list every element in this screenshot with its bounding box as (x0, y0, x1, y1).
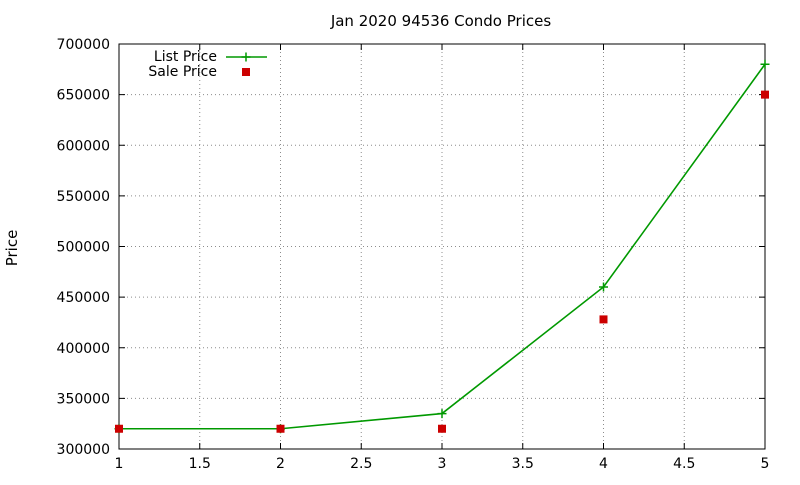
y-tick-label: 350000 (57, 391, 110, 407)
x-tick-label: 2 (276, 456, 285, 472)
legend-marker-sale-price (242, 68, 250, 76)
y-tick-label: 650000 (57, 88, 110, 104)
y-tick-label: 500000 (57, 240, 110, 256)
legend-label-list-price: List Price (154, 49, 217, 65)
x-tick-label: 3.5 (512, 456, 534, 472)
y-tick-label: 400000 (57, 341, 110, 357)
legend-label-sale-price: Sale Price (148, 64, 217, 80)
x-tick-label: 3 (438, 456, 447, 472)
data-point-list-price (760, 59, 770, 69)
legend-sample-sale-price (242, 68, 250, 76)
chart-title: Jan 2020 94536 Condo Prices (330, 12, 552, 30)
tick-labels: 1 1.5 2 2.5 3 3.5 4 4.5 5 300000 350000 400000 45000… (57, 37, 770, 472)
x-tick-label: 1.5 (189, 456, 211, 472)
data-point-sale-price (115, 424, 123, 433)
legend-marker-list-price (241, 52, 251, 62)
legend-sample-list-price (226, 52, 267, 62)
data-point-sale-price (438, 424, 446, 433)
series (114, 59, 770, 434)
data-point-list-price (437, 409, 447, 419)
grid (119, 44, 765, 449)
y-axis-label: Price (3, 230, 21, 267)
data-point-list-price (599, 282, 608, 292)
x-tick-label: 4.5 (673, 456, 695, 472)
y-tick-label: 600000 (57, 138, 110, 154)
data-point-sale-price (599, 315, 608, 324)
data-point-sale-price (761, 90, 769, 99)
y-tick-label: 700000 (57, 37, 110, 53)
x-tick-label: 2.5 (350, 456, 372, 472)
x-tick-label: 4 (599, 456, 608, 472)
y-tick-label: 550000 (57, 189, 110, 205)
y-tick-label: 450000 (57, 290, 110, 306)
x-tick-label: 1 (115, 456, 124, 472)
series-sale-price (115, 90, 769, 433)
y-tick-label: 300000 (57, 442, 110, 458)
plot-border (118, 43, 766, 450)
x-tick-label: 5 (761, 456, 770, 472)
legend: List Price Sale Price (148, 49, 267, 80)
data-point-sale-price (276, 424, 285, 433)
